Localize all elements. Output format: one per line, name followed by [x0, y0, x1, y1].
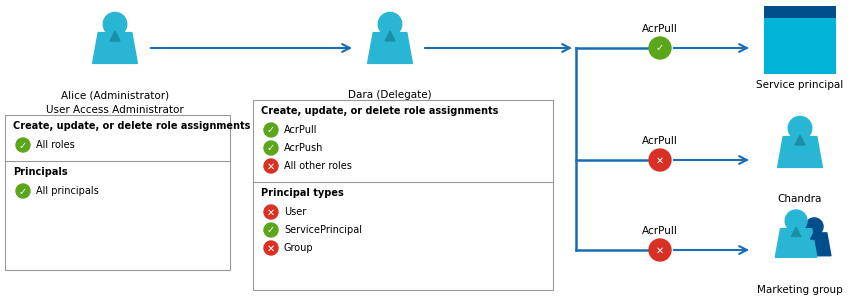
Text: Create, update, or delete role assignments: Create, update, or delete role assignmen…: [261, 106, 498, 116]
Text: Marketing group: Marketing group: [757, 285, 843, 295]
Circle shape: [788, 117, 812, 140]
Circle shape: [264, 141, 278, 155]
Circle shape: [16, 138, 30, 152]
Circle shape: [649, 149, 671, 171]
Text: ✕: ✕: [656, 246, 664, 255]
Text: ServicePrincipal: ServicePrincipal: [284, 225, 362, 235]
Text: ✓: ✓: [656, 44, 664, 54]
FancyBboxPatch shape: [764, 6, 836, 74]
Text: Chandra: Chandra: [778, 194, 822, 204]
Text: Service principal: Service principal: [756, 80, 844, 90]
Text: Create, update, or delete role assignments: Create, update, or delete role assignmen…: [13, 121, 250, 131]
Circle shape: [264, 241, 278, 255]
Text: All other roles: All other roles: [284, 161, 352, 171]
Text: AcrPush: AcrPush: [284, 143, 324, 153]
Polygon shape: [110, 31, 120, 41]
Text: Principals: Principals: [13, 167, 68, 177]
Text: ✓: ✓: [267, 226, 275, 235]
Text: Principal types: Principal types: [261, 188, 344, 198]
Text: Dara (Delegate): Dara (Delegate): [348, 90, 431, 100]
Polygon shape: [93, 32, 137, 63]
Text: ✕: ✕: [267, 162, 275, 172]
Circle shape: [649, 239, 671, 261]
Polygon shape: [811, 232, 818, 239]
Circle shape: [264, 159, 278, 173]
Text: ✓: ✓: [19, 140, 27, 150]
Text: All roles: All roles: [36, 140, 75, 150]
Text: ✕: ✕: [267, 207, 275, 218]
Polygon shape: [775, 229, 817, 257]
Polygon shape: [385, 31, 395, 41]
Circle shape: [806, 218, 823, 235]
Circle shape: [378, 13, 402, 36]
Text: All principals: All principals: [36, 186, 99, 196]
Text: ✕: ✕: [267, 243, 275, 254]
Circle shape: [103, 13, 127, 36]
Circle shape: [649, 37, 671, 59]
Text: ✕: ✕: [656, 156, 664, 165]
Circle shape: [264, 223, 278, 237]
FancyBboxPatch shape: [5, 115, 230, 270]
Circle shape: [786, 210, 807, 232]
Circle shape: [264, 205, 278, 219]
FancyBboxPatch shape: [764, 6, 836, 18]
Polygon shape: [368, 32, 412, 63]
Polygon shape: [798, 233, 831, 256]
Text: Group: Group: [284, 243, 313, 253]
Polygon shape: [778, 136, 822, 167]
Text: AcrPull: AcrPull: [642, 24, 678, 34]
Text: User Access Administrator: User Access Administrator: [46, 105, 184, 115]
Text: Role Based Access Control Administrator: Role Based Access Control Administrator: [284, 105, 496, 115]
Text: ✓: ✓: [267, 125, 275, 136]
Text: AcrPull: AcrPull: [642, 136, 678, 146]
Text: User: User: [284, 207, 306, 217]
Polygon shape: [792, 227, 801, 237]
FancyBboxPatch shape: [253, 100, 553, 290]
Text: AcrPull: AcrPull: [284, 125, 318, 135]
Text: ✓: ✓: [19, 187, 27, 196]
Circle shape: [264, 123, 278, 137]
Circle shape: [16, 184, 30, 198]
Text: ✓: ✓: [267, 144, 275, 153]
Text: AcrPull: AcrPull: [642, 226, 678, 236]
Polygon shape: [795, 135, 805, 145]
Text: Alice (Administrator): Alice (Administrator): [61, 90, 169, 100]
